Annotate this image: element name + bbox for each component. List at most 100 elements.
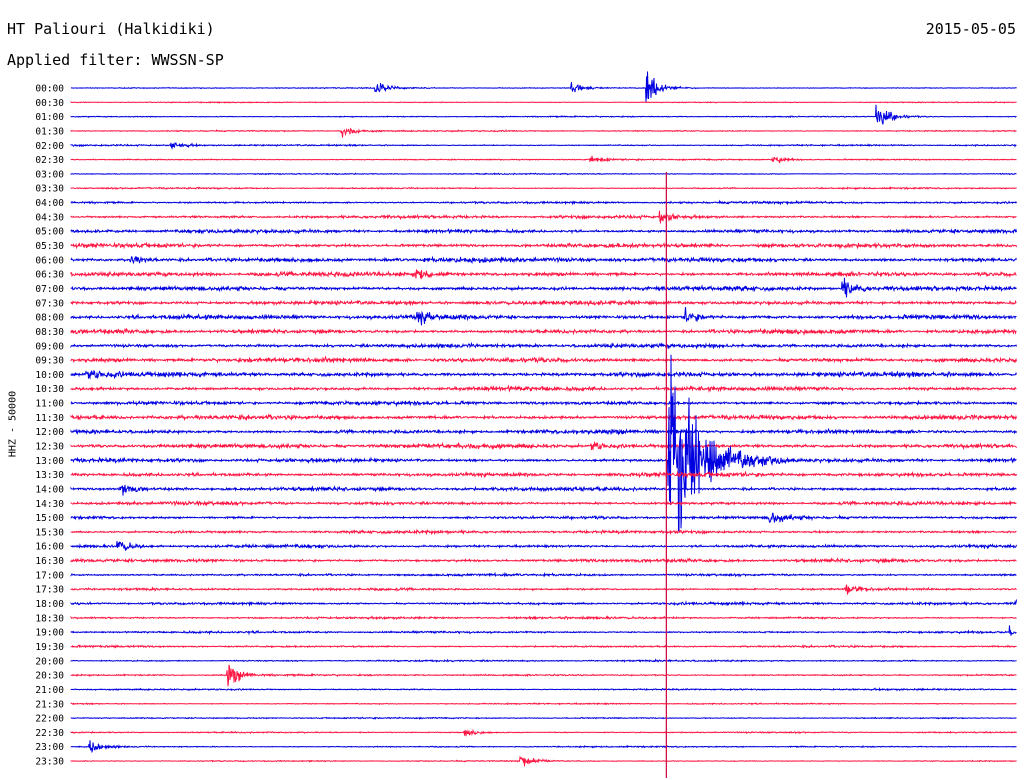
row-tick-label: 05:00 xyxy=(35,227,64,238)
trace-row xyxy=(70,512,1017,523)
trace-row xyxy=(70,355,1017,364)
row-tick-label: 07:30 xyxy=(35,298,64,309)
trace-row xyxy=(70,186,1017,191)
row-tick-label: 15:00 xyxy=(35,513,64,524)
row-tick-label: 04:00 xyxy=(35,198,64,209)
row-tick-label: 18:00 xyxy=(35,599,64,610)
trace-row xyxy=(70,298,1017,307)
trace-row xyxy=(70,327,1017,336)
trace-row xyxy=(70,584,1017,595)
trace-row xyxy=(70,399,1017,408)
row-tick-label: 12:00 xyxy=(35,427,64,438)
trace-row xyxy=(70,716,1017,720)
row-tick-label: 18:30 xyxy=(35,613,64,624)
row-tick-label: 02:30 xyxy=(35,155,64,166)
trace-row xyxy=(70,413,1017,422)
trace-row xyxy=(70,127,1017,138)
trace-row xyxy=(70,142,1017,150)
row-tick-label: 23:00 xyxy=(35,742,64,753)
row-tick-label: 17:00 xyxy=(35,570,64,581)
row-tick-label: 21:00 xyxy=(35,685,64,696)
trace-row xyxy=(70,740,1017,754)
trace-row xyxy=(70,269,1017,280)
trace-row xyxy=(70,210,1017,225)
row-tick-label: 21:30 xyxy=(35,699,64,710)
trace-group xyxy=(70,71,1017,767)
trace-row xyxy=(70,625,1017,636)
trace-row xyxy=(70,71,1017,103)
row-tick-label: 03:00 xyxy=(35,169,64,180)
trace-row xyxy=(70,701,1017,706)
row-tick-label: 13:30 xyxy=(35,470,64,481)
row-tick-label: 00:30 xyxy=(35,98,64,109)
trace-row xyxy=(70,499,1017,507)
row-tick-label: 22:00 xyxy=(35,714,64,725)
trace-row xyxy=(70,599,1017,607)
trace-row xyxy=(70,728,1017,737)
row-tick-label: 17:30 xyxy=(35,585,64,596)
row-tick-label: 09:30 xyxy=(35,356,64,367)
row-tick-label: 14:30 xyxy=(35,499,64,510)
trace-row xyxy=(70,104,1017,125)
row-tick-label: 08:30 xyxy=(35,327,64,338)
tick-label-group: 00:00 00:30 01:00 01:30 02:00 02:30 03:00 03:30… xyxy=(35,84,64,768)
row-tick-label: 07:00 xyxy=(35,284,64,295)
trace-row xyxy=(70,643,1017,649)
row-tick-label: 10:30 xyxy=(35,384,64,395)
trace-row xyxy=(70,100,1017,104)
row-tick-label: 13:00 xyxy=(35,456,64,467)
row-tick-label: 15:30 xyxy=(35,527,64,538)
row-tick-label: 04:30 xyxy=(35,212,64,223)
row-tick-label: 06:30 xyxy=(35,270,64,281)
row-tick-label: 06:00 xyxy=(35,255,64,266)
trace-row xyxy=(70,369,1017,380)
trace-row xyxy=(70,155,1017,164)
trace-row xyxy=(70,557,1017,565)
trace-row xyxy=(70,470,1017,479)
trace-row xyxy=(70,664,1017,687)
row-tick-label: 01:30 xyxy=(35,126,64,137)
trace-row xyxy=(70,241,1017,251)
trace-row xyxy=(70,306,1017,326)
row-tick-label: 03:30 xyxy=(35,184,64,195)
trace-row xyxy=(70,615,1017,621)
filter-label: Applied filter: WWSSN-SP xyxy=(7,51,224,69)
row-tick-label: 14:00 xyxy=(35,484,64,495)
trace-row xyxy=(70,440,1017,451)
trace-row xyxy=(70,755,1017,767)
row-tick-label: 00:00 xyxy=(35,84,64,95)
trace-row xyxy=(70,528,1017,536)
row-tick-label: 12:30 xyxy=(35,442,64,453)
trace-row xyxy=(70,571,1017,578)
row-tick-label: 16:30 xyxy=(35,556,64,567)
trace-row xyxy=(70,227,1017,235)
trace-row xyxy=(70,354,1017,533)
row-tick-label: 20:30 xyxy=(35,671,64,682)
row-tick-label: 19:00 xyxy=(35,628,64,639)
station-title: HT Paliouri (Halkidiki) xyxy=(7,20,215,38)
row-tick-label: 20:00 xyxy=(35,656,64,667)
row-tick-label: 22:30 xyxy=(35,728,64,739)
trace-row xyxy=(70,658,1017,663)
trace-row xyxy=(70,484,1017,496)
trace-row xyxy=(70,541,1017,551)
trace-row xyxy=(70,384,1017,393)
row-tick-label: 02:00 xyxy=(35,141,64,152)
trace-row xyxy=(70,427,1017,436)
trace-row xyxy=(70,341,1017,350)
row-tick-label: 05:30 xyxy=(35,241,64,252)
row-tick-label: 09:00 xyxy=(35,341,64,352)
row-tick-label: 11:00 xyxy=(35,399,64,410)
trace-row xyxy=(70,172,1017,176)
row-tick-label: 11:30 xyxy=(35,413,64,424)
row-tick-label: 08:00 xyxy=(35,313,64,324)
row-tick-label: 19:30 xyxy=(35,642,64,653)
row-tick-label: 10:00 xyxy=(35,370,64,381)
date-label: 2015-05-05 xyxy=(925,20,1016,38)
row-tick-label: 16:00 xyxy=(35,542,64,553)
trace-row xyxy=(70,255,1017,265)
trace-row xyxy=(70,199,1017,206)
trace-row xyxy=(70,277,1017,298)
trace-row xyxy=(70,687,1017,692)
